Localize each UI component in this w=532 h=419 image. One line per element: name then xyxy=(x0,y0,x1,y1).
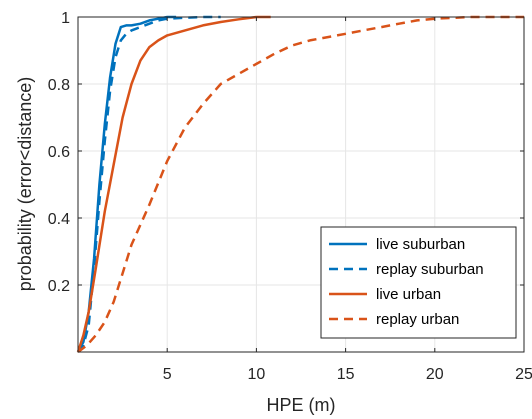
y-tick-label: 0.2 xyxy=(48,278,70,295)
x-tick-label: 20 xyxy=(426,366,444,383)
x-tick-label: 10 xyxy=(248,366,266,383)
series-line-live-suburban xyxy=(76,15,177,353)
legend-label: live urban xyxy=(376,286,441,303)
legend-box xyxy=(320,226,517,339)
legend-label: replay suburban xyxy=(376,261,484,278)
x-tick-label: 25 xyxy=(515,366,532,383)
y-axis-label: probability (error<distance) xyxy=(15,77,35,292)
series-group xyxy=(76,15,524,353)
y-tick-label: 0.8 xyxy=(48,77,70,94)
plot-frame xyxy=(77,16,525,353)
x-tick-label: 5 xyxy=(163,366,172,383)
y-tick-label: 0.4 xyxy=(48,211,70,228)
legend-label: live suburban xyxy=(376,236,465,253)
y-tick-label: 0.6 xyxy=(48,144,70,161)
series-line-replay-urban xyxy=(77,15,524,353)
series-line-live-urban xyxy=(76,15,271,353)
x-axis-label: HPE (m) xyxy=(267,395,336,415)
legend-label: replay urban xyxy=(376,311,459,328)
legend: live suburban replay suburban live urban re… xyxy=(320,226,517,339)
y-tick-label: 1 xyxy=(61,10,70,27)
ticks: 5 10 15 20 25 0.2 0.4 0.6 0.8 1 xyxy=(48,10,532,383)
x-tick-label: 15 xyxy=(337,366,355,383)
